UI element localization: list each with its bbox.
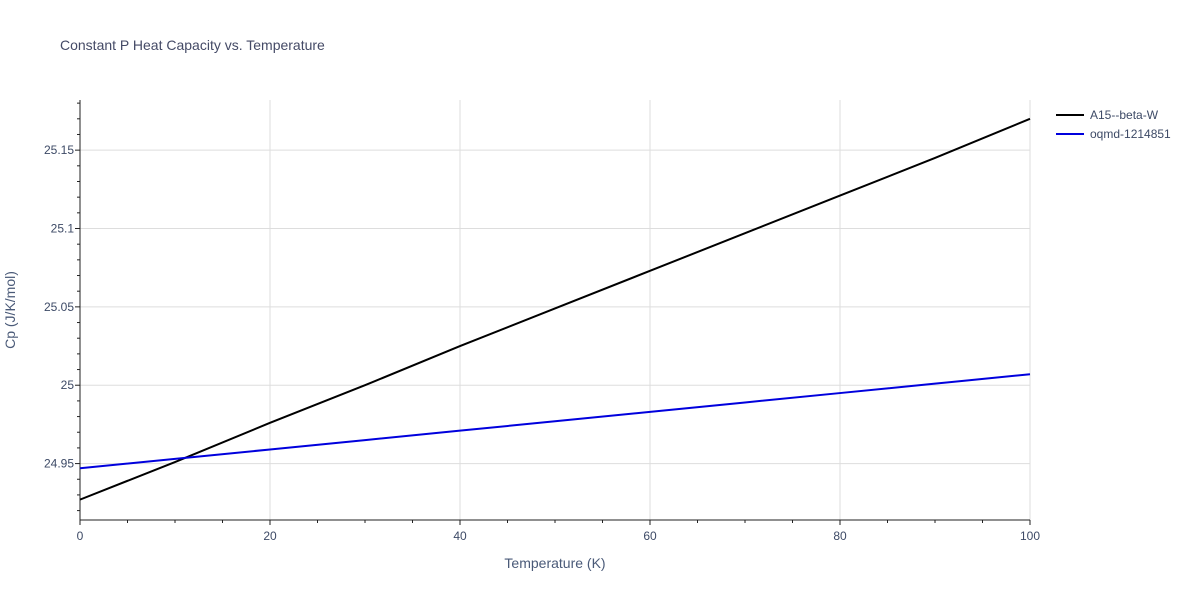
x-tick-label: 40 [453,529,467,543]
tick-labels: 0 20 40 60 80 100 24.95 25 25.05 25.1 25.15 [44,143,1040,543]
y-tick-label: 24.95 [44,457,74,471]
x-tick-label: 20 [263,529,277,543]
y-tick-label: 25.1 [51,222,75,236]
series-lines [79,117,1031,501]
x-tick-label: 80 [833,529,847,543]
legend[interactable]: A15--beta-W oqmd-1214851 [1056,108,1171,141]
x-tick-label: 0 [77,529,84,543]
y-tick-label: 25.15 [44,143,74,157]
legend-label: A15--beta-W [1090,108,1159,122]
y-tick-label: 25 [61,378,75,392]
x-tick-label: 100 [1020,529,1040,543]
series-line-a15-beta-w[interactable] [79,117,1031,501]
axes [75,100,1031,525]
legend-item[interactable]: A15--beta-W [1056,108,1159,122]
x-axis-label: Temperature (K) [504,555,605,571]
y-axis-label: Cp (J/K/mol) [2,271,18,349]
grid-lines [80,100,1031,520]
legend-item[interactable]: oqmd-1214851 [1056,127,1171,141]
legend-label: oqmd-1214851 [1090,127,1171,141]
x-tick-label: 60 [643,529,657,543]
y-tick-label: 25.05 [44,300,74,314]
series-line-oqmd-1214851[interactable] [79,373,1031,470]
chart-title: Constant P Heat Capacity vs. Temperature [60,37,325,53]
